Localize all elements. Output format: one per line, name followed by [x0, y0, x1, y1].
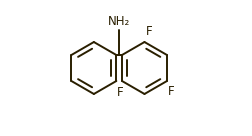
Text: NH₂: NH₂	[108, 15, 130, 28]
Text: F: F	[145, 25, 152, 38]
Text: F: F	[116, 86, 123, 99]
Text: F: F	[168, 85, 174, 98]
